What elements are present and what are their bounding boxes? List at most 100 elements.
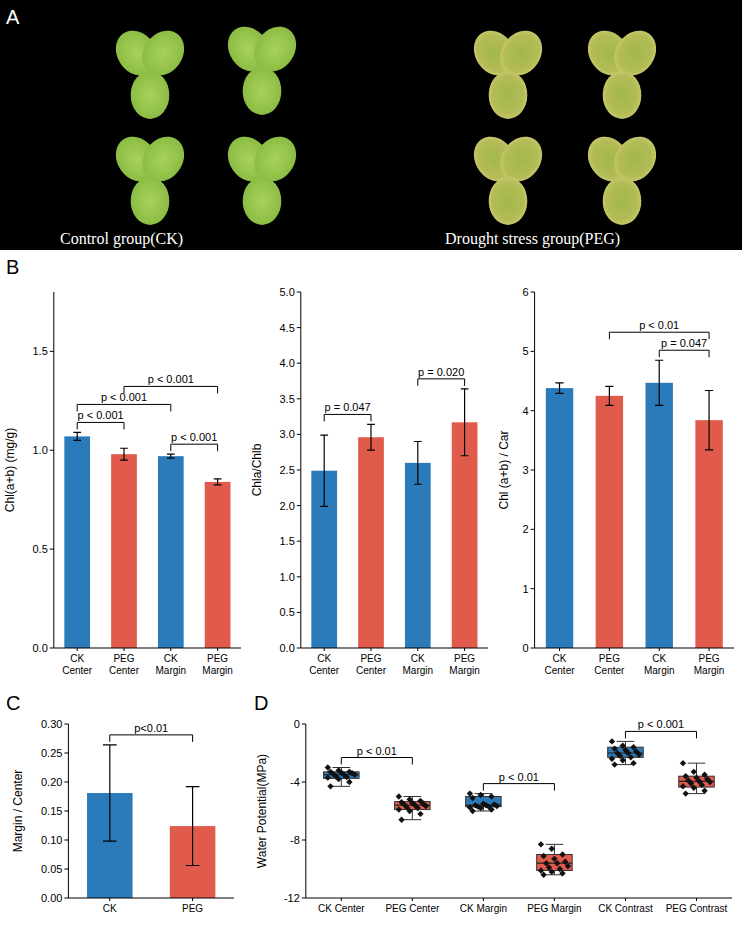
y-tick-label: 0.05 (41, 863, 62, 875)
y-tick-label: 0.10 (41, 834, 62, 846)
panel-letter: C (6, 692, 20, 714)
y-tick-label: 3 (522, 464, 528, 476)
error-bar (367, 424, 375, 450)
label-line: PEG (113, 653, 134, 664)
p-value: p = 0.020 (418, 366, 464, 378)
point (609, 738, 615, 744)
leaf (219, 128, 304, 224)
panel-letter: A (6, 6, 20, 28)
leaflet (489, 177, 528, 225)
x-axis (306, 898, 732, 899)
x-tick (124, 648, 125, 651)
x-tick-label: CK Center (318, 903, 365, 914)
whisker-cap (403, 819, 421, 820)
x-tick-label: CKCenter (309, 653, 340, 676)
error-bar (655, 360, 663, 405)
marks (64, 432, 230, 648)
x-axis (301, 648, 488, 649)
chart: 0123456Chl (a+b) / CarCKCenterPEGCenterC… (497, 286, 734, 676)
leaflet (131, 177, 170, 225)
y-tick (297, 541, 301, 542)
x-tick-label: CKCenter (62, 653, 93, 676)
point (325, 774, 331, 780)
error-bar (555, 383, 563, 394)
y-tick (302, 898, 306, 899)
y-axis-title: Chl(a+b) (mg/g) (3, 428, 17, 512)
whisker-cap (617, 741, 635, 742)
y-tick-label: 0.5 (33, 543, 48, 555)
point (636, 751, 642, 757)
y-tick-label: 1.0 (280, 571, 295, 583)
y-axis-title: Water Potential(MPa) (255, 754, 269, 868)
whisker-cap (332, 786, 350, 787)
y-tick-label: 0.20 (41, 776, 62, 788)
label-line: Margin (202, 665, 233, 676)
leaf (465, 22, 550, 118)
significance-bracket (609, 332, 709, 339)
x-tick-label: CK (103, 903, 117, 914)
label-line: Center (356, 665, 387, 676)
y-tick (531, 588, 535, 589)
y-tick (50, 351, 54, 352)
point (469, 795, 475, 801)
error-bar (186, 787, 200, 866)
x-tick (170, 648, 171, 651)
y-tick (302, 724, 306, 725)
x-tick-label: PEGCenter (356, 653, 387, 676)
marks (546, 360, 723, 648)
x-tick (341, 898, 342, 901)
label-line: Center (545, 665, 576, 676)
leaflet (603, 177, 642, 225)
x-tick-label: PEG Contrast (666, 903, 728, 914)
y-axis (305, 724, 306, 898)
y-axis-title: Chla/Chlb (250, 443, 264, 496)
x-tick-label: PEGCenter (594, 653, 625, 676)
point (699, 782, 705, 788)
point (352, 772, 358, 778)
significance-bracket (77, 404, 171, 411)
x-tick (371, 648, 372, 651)
y-tick (64, 869, 68, 870)
marks (311, 389, 477, 648)
y-tick (50, 549, 54, 550)
marks (87, 745, 215, 898)
error-bar (120, 448, 128, 460)
photo-label: Control group(CK) (60, 230, 183, 248)
x-tick (609, 648, 610, 651)
x-tick (559, 648, 560, 651)
p-value: p < 0.001 (148, 373, 194, 385)
whisker-cap (688, 793, 706, 794)
point (559, 851, 565, 857)
y-tick (64, 782, 68, 783)
y-tick-label: 3.5 (280, 393, 295, 405)
y-axis-title: Chl (a+b) / Car (497, 430, 511, 509)
y-tick (50, 450, 54, 451)
y-tick-label: 0.25 (41, 747, 62, 759)
label-line: PEG (360, 653, 381, 664)
bar (111, 454, 137, 648)
y-tick-label: 2.5 (280, 464, 295, 476)
label-line: PEG (699, 653, 720, 664)
y-tick (297, 505, 301, 506)
bar (596, 396, 623, 648)
label-line: Margin (694, 665, 725, 676)
point (611, 761, 617, 767)
y-tick (50, 648, 54, 649)
leaf (579, 128, 664, 224)
point (538, 841, 544, 847)
chart: 0.000.050.100.150.200.250.30Margin / Cen… (11, 718, 234, 914)
point (398, 817, 404, 823)
significance-bracket (483, 784, 554, 791)
y-tick-label: -4 (290, 776, 300, 788)
y-tick-label: 0.0 (280, 642, 295, 654)
x-tick (696, 898, 697, 901)
y-tick (302, 840, 306, 841)
x-tick-label: PEGMargin (694, 653, 725, 676)
x-tick-label: PEG (182, 903, 203, 914)
significance-bracket (124, 386, 218, 393)
y-tick (531, 292, 535, 293)
label-line: CK (70, 653, 84, 664)
leaflet (243, 177, 282, 225)
label-line: CK (317, 653, 331, 664)
y-tick (297, 612, 301, 613)
